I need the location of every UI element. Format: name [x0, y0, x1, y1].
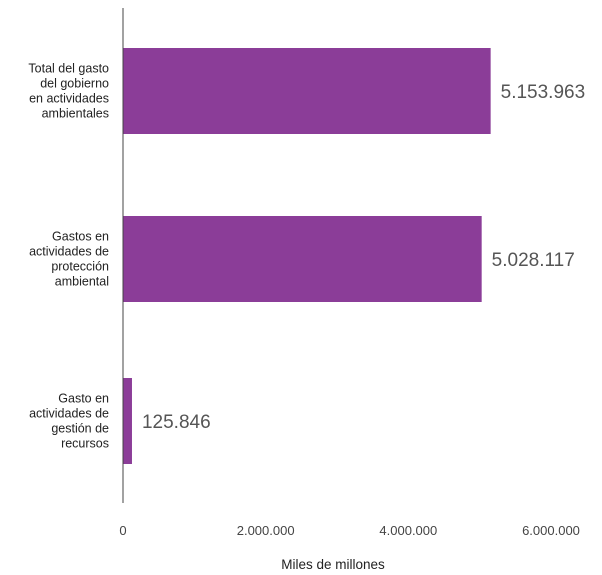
x-tick-label-2: 2.000.000	[237, 523, 295, 538]
bar-3	[123, 378, 132, 464]
bar-2	[123, 216, 482, 302]
category-label-2: Gastos en actividades de protección ambient…	[29, 230, 109, 289]
bars-group	[123, 48, 491, 464]
x-tick-label-3: 4.000.000	[379, 523, 437, 538]
category-labels: Total del gasto del gobierno en actividade…	[28, 62, 109, 451]
x-tick-label-1: 0	[119, 523, 126, 538]
x-tick-label-4: 6.000.000	[522, 523, 580, 538]
value-labels: 5.153.963 5.028.117 125.846	[142, 82, 585, 433]
category-label-3: Gasto en actividades de gestión de recursos	[29, 392, 109, 451]
x-tick-labels: 0 2.000.000 4.000.000 6.000.000	[119, 523, 580, 538]
value-label-1: 5.153.963	[501, 82, 586, 103]
bar-1	[123, 48, 491, 134]
value-label-2: 5.028.117	[492, 250, 575, 271]
category-label-1: Total del gasto del gobierno en actividade…	[28, 62, 109, 121]
x-axis-title: Miles de millones	[281, 557, 385, 572]
value-label-3: 125.846	[142, 412, 211, 433]
